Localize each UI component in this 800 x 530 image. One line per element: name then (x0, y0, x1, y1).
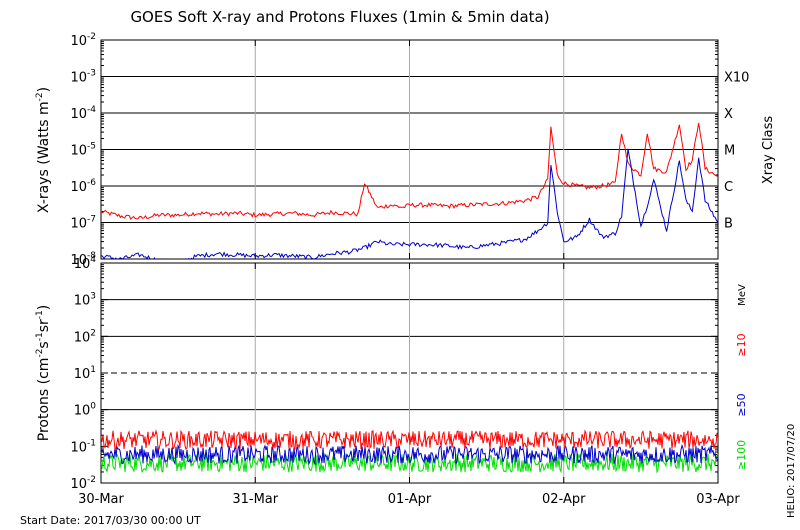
proton-legend-label: ≥50 (735, 393, 748, 416)
xray-class-label: X (724, 107, 733, 122)
y-tick-label: 100 (74, 402, 97, 419)
proton-axis-label: Protons (cm-2s-1sr-1) (35, 305, 52, 441)
chart-title: GOES Soft X-ray and Protons Fluxes (1min… (130, 8, 549, 26)
y-tick-label: 10-6 (70, 178, 96, 195)
x-tick-label: 30-Mar (78, 492, 124, 507)
y-tick-label: 10-3 (70, 69, 96, 86)
proton-series-line (101, 429, 718, 451)
xray-class-label: X10 (724, 71, 749, 86)
xray-class-label: M (724, 144, 735, 159)
y-tick-label: 10-4 (70, 105, 96, 122)
panel-frame (100, 39, 719, 260)
y-tick-label: 10-2 (70, 32, 96, 49)
xray-class-axis-title: Xray Class (761, 116, 776, 184)
proton-panel: 10-2 10-1 100 101 102 103 104 ≥10 ≥50 ≥100 MeV Prot… (35, 255, 748, 492)
panel-frame (100, 262, 719, 484)
x-tick-label: 03-Apr (696, 492, 740, 507)
y-tick-label: 10-5 (70, 142, 96, 159)
credit: HELIO: 2017/07/20 (786, 424, 797, 518)
y-tick-label: 10-1 (70, 438, 96, 455)
x-tick-label: 02-Apr (542, 492, 586, 507)
x-tick-label: 01-Apr (388, 492, 432, 507)
y-tick-label: 10-2 (70, 475, 96, 492)
x-tick-label: 31-Mar (232, 492, 278, 507)
y-tick-label: 101 (74, 365, 96, 382)
proton-legend-label: ≥100 (735, 440, 748, 470)
y-tick-label: 104 (74, 255, 97, 272)
proton-legend-label: ≥10 (735, 333, 748, 356)
xray-series-line (101, 148, 718, 259)
proton-unit-label: MeV (737, 284, 748, 306)
start-date: Start Date: 2017/03/30 00:00 UT (20, 514, 201, 527)
y-tick-label: 102 (74, 328, 96, 345)
y-tick-label: 10-8 (70, 251, 96, 268)
xray-series-line (101, 122, 718, 220)
xray-axis-label: X-rays (Watts m-2) (35, 87, 52, 213)
xray-class-label: B (724, 217, 733, 232)
y-tick-label: 10-7 (70, 215, 96, 232)
xray-panel: 10-8 10-7 10-6 10-5 10-4 10-3 10-2 B C M X X10 Xray … (35, 32, 776, 268)
proton-series-line (101, 443, 718, 466)
xray-class-label: C (724, 180, 733, 195)
y-tick-label: 103 (74, 292, 96, 309)
